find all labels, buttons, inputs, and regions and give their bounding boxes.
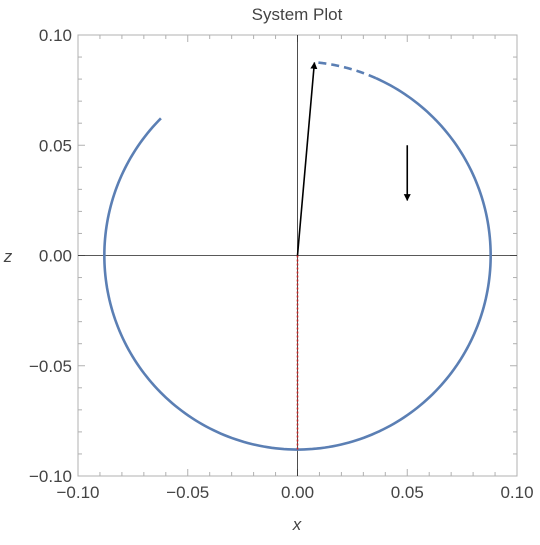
x-axis-label: x — [292, 515, 302, 534]
y-tick-label: −0.05 — [29, 357, 72, 376]
y-tick-label: −0.10 — [29, 467, 72, 486]
y-tick-label: 0.05 — [39, 136, 72, 155]
chart-title: System Plot — [252, 5, 343, 24]
series-solid-line — [103, 77, 492, 451]
x-tick-label: 0.05 — [391, 483, 424, 502]
x-tick-label: 0.10 — [500, 483, 533, 502]
series-dashed-line — [314, 60, 377, 80]
x-tick-label: 0.00 — [281, 483, 314, 502]
x-tick-label: −0.05 — [166, 483, 209, 502]
y-tick-label: 0.00 — [39, 247, 72, 266]
annotation-arrow — [296, 61, 318, 256]
x-tick-label: −0.10 — [56, 483, 99, 502]
y-axis-label: z — [3, 247, 13, 266]
y-tick-label: 0.10 — [39, 26, 72, 45]
